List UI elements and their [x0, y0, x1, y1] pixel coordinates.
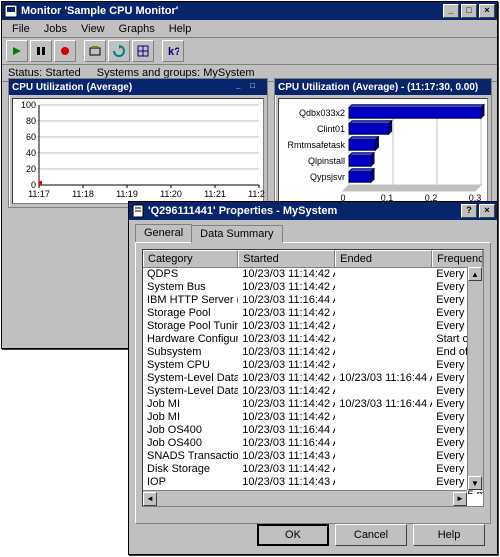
record-icon[interactable]: [54, 40, 76, 62]
bar-chart: 00.10.20.3Qdbx033x2Clint01RmtmsafetaskQl…: [278, 98, 488, 204]
table-row[interactable]: Hardware Configuration10/23/03 11:14:42 …: [143, 333, 483, 346]
scroll-up-icon[interactable]: ▲: [468, 267, 482, 281]
list-header: Category Started Ended Frequency: [143, 250, 483, 268]
minimize-button[interactable]: _: [443, 4, 459, 18]
properties-title: 'Q296111441' Properties - MySystem: [148, 205, 337, 217]
svg-text:k?: k?: [168, 46, 179, 57]
table-row[interactable]: Job MI10/23/03 11:14:42 AMEvery 30 sec: [143, 411, 483, 424]
toolbar: k?: [2, 38, 497, 65]
table-row[interactable]: IOP10/23/03 11:14:43 AMEvery 15 min: [143, 476, 483, 489]
svg-text:Qypsjsvr: Qypsjsvr: [310, 172, 345, 182]
table-row[interactable]: Storage Pool Tuning10/23/03 11:14:42 AME…: [143, 320, 483, 333]
ok-button[interactable]: OK: [257, 524, 329, 546]
svg-text:11:22: 11:22: [248, 189, 265, 199]
bar-chart-titlebar[interactable]: CPU Utilization (Average) - (11:17:30, 0…: [275, 79, 491, 95]
line-chart: 02040608010011:1711:1811:1911:2011:2111:…: [12, 98, 264, 204]
svg-text:Rmtmsafetask: Rmtmsafetask: [287, 140, 345, 150]
props-close[interactable]: ×: [479, 204, 495, 218]
table-row[interactable]: Disk Storage10/23/03 11:14:42 AMEvery 5 …: [143, 463, 483, 476]
table-row[interactable]: System-Level Data10/23/03 11:14:42 AM10/…: [143, 372, 483, 385]
line-chart-max[interactable]: □: [250, 81, 264, 93]
play-icon[interactable]: [6, 40, 28, 62]
table-row[interactable]: QDPS10/23/03 11:14:42 AMEvery 15 min: [143, 268, 483, 281]
svg-text:20: 20: [26, 164, 36, 174]
bar-chart-title: CPU Utilization (Average) - (11:17:30, 0…: [278, 82, 478, 93]
props-icon: [131, 204, 145, 218]
svg-text:11:19: 11:19: [116, 189, 138, 199]
tabs: General Data Summary: [129, 220, 497, 242]
svg-text:11:17: 11:17: [28, 189, 50, 199]
table-row[interactable]: System CPU10/23/03 11:14:42 AMEvery 15 m…: [143, 359, 483, 372]
svg-text:40: 40: [26, 148, 36, 158]
horizontal-scrollbar[interactable]: ◄ ►: [143, 490, 467, 506]
properties-window: 'Q296111441' Properties - MySystem ? × G…: [128, 201, 498, 555]
help-button[interactable]: Help: [413, 524, 485, 546]
monitor-titlebar[interactable]: Monitor 'Sample CPU Monitor' _ □ ×: [2, 2, 497, 20]
line-chart-frame: CPU Utilization (Average) _ □ 0204060801…: [8, 78, 268, 208]
table-row[interactable]: SNADS Transaction10/23/03 11:14:43 AMEve…: [143, 450, 483, 463]
table-row[interactable]: Job OS40010/23/03 11:16:44 AMEvery 30 se…: [143, 437, 483, 450]
table-row[interactable]: System-Level Data10/23/03 11:14:42 AMEve…: [143, 385, 483, 398]
tab-general[interactable]: General: [135, 224, 192, 242]
props-whats-this[interactable]: ?: [461, 204, 477, 218]
menu-file[interactable]: File: [6, 22, 36, 36]
prefs-icon[interactable]: [84, 40, 106, 62]
maximize-button[interactable]: □: [461, 4, 477, 18]
help-icon[interactable]: k?: [162, 40, 184, 62]
menubar: File Jobs View Graphs Help: [2, 20, 497, 38]
line-chart-min[interactable]: _: [236, 81, 250, 93]
table-row[interactable]: Storage Pool10/23/03 11:14:42 AMEvery 15…: [143, 307, 483, 320]
svg-text:Qdbx033x2: Qdbx033x2: [299, 108, 345, 118]
data-summary-list[interactable]: Category Started Ended Frequency QDPS10/…: [142, 249, 484, 507]
menu-graphs[interactable]: Graphs: [113, 22, 161, 36]
grid-icon[interactable]: [132, 40, 154, 62]
app-icon: [4, 4, 18, 18]
line-chart-titlebar[interactable]: CPU Utilization (Average) _ □: [9, 79, 267, 95]
svg-text:Clint01: Clint01: [317, 124, 345, 134]
menu-help[interactable]: Help: [163, 22, 198, 36]
col-ended[interactable]: Ended: [335, 250, 432, 267]
bar-chart-frame: CPU Utilization (Average) - (11:17:30, 0…: [274, 78, 492, 208]
tab-data-summary[interactable]: Data Summary: [191, 225, 282, 243]
svg-text:11:18: 11:18: [72, 189, 94, 199]
table-row[interactable]: System Bus10/23/03 11:14:42 AMEvery 15 m…: [143, 281, 483, 294]
cancel-button[interactable]: Cancel: [335, 524, 407, 546]
svg-text:11:20: 11:20: [160, 189, 182, 199]
monitor-title: Monitor 'Sample CPU Monitor': [21, 5, 178, 17]
scroll-right-icon[interactable]: ►: [453, 492, 467, 506]
svg-text:Qlpinstall: Qlpinstall: [308, 156, 345, 166]
table-row[interactable]: Job MI10/23/03 11:14:42 AM10/23/03 11:16…: [143, 398, 483, 411]
svg-text:80: 80: [26, 116, 36, 126]
pause-icon[interactable]: [30, 40, 52, 62]
menu-view[interactable]: View: [75, 22, 111, 36]
col-frequency[interactable]: Frequency: [432, 250, 483, 267]
line-chart-title: CPU Utilization (Average): [12, 82, 132, 93]
scroll-left-icon[interactable]: ◄: [143, 492, 157, 506]
table-row[interactable]: IBM HTTP Server (pow...10/23/03 11:16:44…: [143, 294, 483, 307]
vertical-scrollbar[interactable]: ▲ ▼: [467, 267, 483, 490]
table-row[interactable]: Job OS40010/23/03 11:16:44 AMEvery 15 mi…: [143, 424, 483, 437]
svg-text:11:21: 11:21: [204, 189, 226, 199]
close-button[interactable]: ×: [479, 4, 495, 18]
svg-text:60: 60: [26, 132, 36, 142]
menu-jobs[interactable]: Jobs: [38, 22, 73, 36]
refresh-icon[interactable]: [108, 40, 130, 62]
properties-titlebar[interactable]: 'Q296111441' Properties - MySystem ? ×: [129, 202, 497, 220]
dialog-buttons: OK Cancel Help: [257, 524, 485, 546]
scroll-down-icon[interactable]: ▼: [468, 476, 482, 490]
col-started[interactable]: Started: [238, 250, 335, 267]
table-row[interactable]: Subsystem10/23/03 11:14:42 AMEnd of cycl…: [143, 346, 483, 359]
svg-text:100: 100: [21, 100, 36, 110]
col-category[interactable]: Category: [143, 250, 238, 267]
tab-panel: Category Started Ended Frequency QDPS10/…: [135, 242, 491, 524]
